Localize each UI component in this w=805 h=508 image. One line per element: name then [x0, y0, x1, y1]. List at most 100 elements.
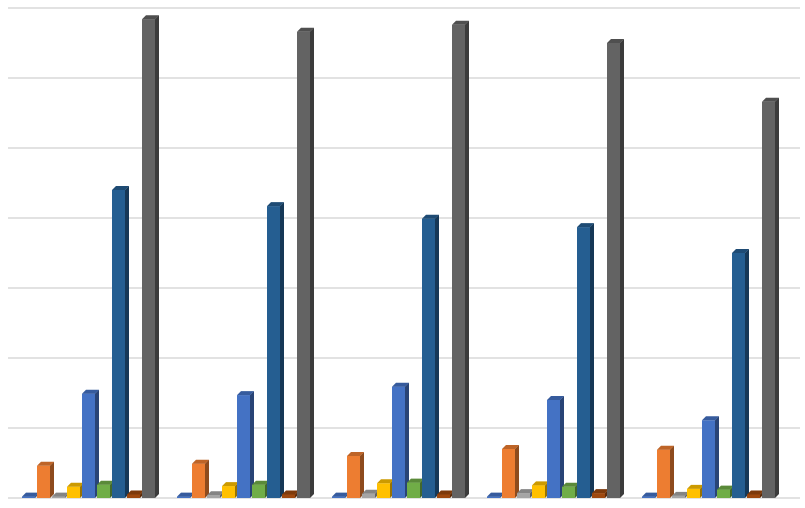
bar-side — [250, 391, 254, 498]
bar — [377, 483, 390, 498]
bar — [177, 496, 190, 498]
bar — [452, 24, 465, 499]
bar — [642, 496, 655, 498]
bar-top — [717, 485, 734, 490]
bar — [37, 465, 50, 498]
bar — [547, 400, 560, 498]
bar-top — [67, 482, 84, 487]
bar-top — [452, 20, 469, 25]
bar-side — [95, 389, 99, 498]
bar-top — [142, 15, 159, 20]
bar-top — [642, 492, 659, 497]
bar — [762, 101, 775, 499]
bar-side — [205, 459, 209, 498]
bar-top — [207, 491, 224, 496]
bar — [517, 493, 530, 498]
bar — [437, 494, 450, 498]
bar — [732, 253, 745, 498]
bar-side — [155, 15, 159, 498]
bar — [97, 484, 110, 498]
bar — [657, 449, 670, 498]
bar — [297, 31, 310, 499]
bar-top — [657, 445, 674, 450]
bar — [422, 218, 435, 498]
bar — [222, 486, 235, 498]
bar-top — [422, 214, 439, 219]
bar — [267, 206, 280, 498]
bar-top — [112, 186, 129, 190]
bar — [282, 494, 295, 498]
bar-side — [620, 39, 624, 498]
bar — [702, 420, 715, 498]
bar — [252, 484, 265, 498]
bar-top — [672, 491, 689, 496]
bar — [747, 494, 760, 498]
bar-top — [377, 479, 394, 484]
bar-side — [310, 27, 314, 499]
bar-top — [532, 481, 549, 486]
bar-top — [702, 416, 719, 421]
bar-top — [362, 489, 379, 494]
bar — [487, 496, 500, 498]
bar-top — [437, 490, 454, 495]
bar-top — [37, 461, 54, 466]
bar — [142, 19, 155, 498]
bar-side — [405, 382, 409, 498]
bar-top — [347, 452, 364, 456]
bar — [407, 482, 420, 498]
bar-top — [22, 492, 39, 497]
bar-top — [687, 484, 704, 489]
bar — [607, 43, 620, 498]
bar — [532, 485, 545, 498]
bar — [717, 489, 730, 498]
bar-top — [237, 391, 254, 396]
bar-top — [222, 482, 239, 487]
bar-side — [715, 416, 719, 498]
bar-top — [502, 445, 519, 449]
bar — [22, 496, 35, 498]
bar-side — [775, 97, 779, 499]
bar-side — [280, 202, 284, 498]
bar-top — [127, 490, 144, 495]
bar-top — [297, 27, 314, 32]
bar — [67, 486, 80, 498]
bar — [332, 496, 345, 498]
bar-side — [515, 445, 519, 498]
bar — [672, 495, 685, 498]
bar-top — [487, 492, 504, 497]
bar — [237, 395, 250, 498]
bar-top — [392, 382, 409, 387]
bar-top — [267, 202, 284, 207]
bar — [52, 496, 65, 498]
bar-top — [282, 490, 299, 495]
bar — [207, 495, 220, 498]
bar-top — [547, 396, 564, 400]
bar — [577, 227, 590, 498]
bar-top — [97, 480, 114, 485]
bar — [127, 494, 140, 498]
bar — [392, 386, 405, 498]
bar-top — [577, 223, 594, 228]
bar-top — [762, 97, 779, 102]
bar — [192, 463, 205, 498]
bar-top — [732, 249, 749, 253]
bar-side — [465, 20, 469, 499]
bar-side — [360, 452, 364, 498]
bar-top — [177, 492, 194, 497]
bar-top — [52, 492, 69, 497]
bar-top — [407, 478, 424, 483]
bar — [562, 486, 575, 498]
bar — [347, 456, 360, 498]
bar — [112, 190, 125, 498]
bar-side — [670, 445, 674, 498]
bar-top — [517, 489, 534, 494]
bar-top — [592, 489, 609, 494]
bar-side — [590, 223, 594, 498]
bar-top — [82, 389, 99, 394]
bar-side — [435, 214, 439, 498]
bar-top — [192, 459, 209, 464]
bar — [592, 493, 605, 498]
bar — [82, 393, 95, 498]
bar-top — [332, 492, 349, 497]
